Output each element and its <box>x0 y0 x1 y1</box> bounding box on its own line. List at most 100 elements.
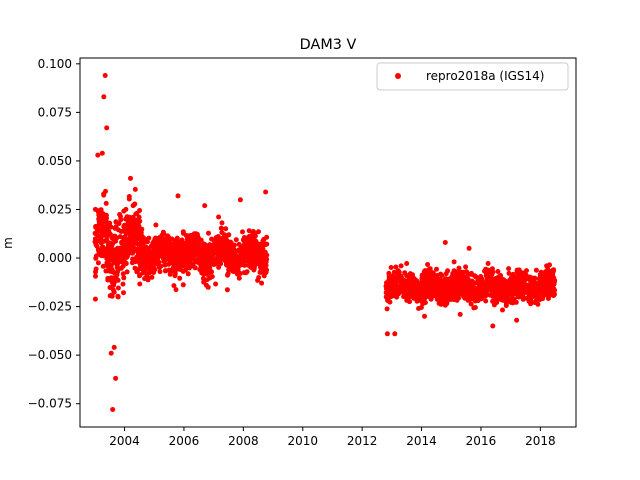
data-point <box>442 240 448 245</box>
data-point <box>133 236 139 242</box>
chart-title: DAM3 V <box>300 37 357 53</box>
data-point <box>490 323 496 329</box>
data-point <box>426 272 432 278</box>
data-point <box>180 230 186 236</box>
data-point <box>414 298 420 304</box>
data-point <box>171 268 177 274</box>
data-point <box>136 214 142 220</box>
data-point <box>242 262 248 268</box>
data-point <box>484 274 490 280</box>
data-point <box>179 237 185 243</box>
data-point <box>543 288 549 293</box>
data-point <box>200 244 206 250</box>
data-point <box>464 284 469 290</box>
data-point <box>466 245 472 251</box>
data-point <box>195 241 201 247</box>
data-point <box>200 276 206 281</box>
x-tick-label: 2012 <box>347 434 378 448</box>
data-point <box>162 262 168 268</box>
data-point <box>392 331 398 337</box>
data-point <box>444 277 450 283</box>
data-point <box>457 311 463 317</box>
data-point <box>156 246 162 252</box>
data-point <box>472 305 478 310</box>
data-point <box>190 261 196 267</box>
data-point <box>434 266 439 272</box>
data-point <box>497 292 503 297</box>
data-point <box>509 295 515 301</box>
data-point <box>106 249 111 255</box>
data-point <box>106 276 112 282</box>
data-point <box>236 275 242 281</box>
data-point <box>534 285 540 291</box>
data-point <box>472 273 478 279</box>
data-point <box>122 239 128 245</box>
data-point <box>432 282 438 288</box>
data-point <box>158 263 164 269</box>
axes <box>79 57 577 428</box>
y-tick-label: 0.000 <box>38 251 72 265</box>
data-point <box>425 294 431 299</box>
data-point <box>139 226 145 232</box>
legend-marker <box>395 73 401 79</box>
data-point <box>186 244 192 250</box>
y-tick-label: 0.100 <box>38 57 72 71</box>
y-axis-ticks: 0.100 0.075 0.050 0.025 0.000 −0.025 −0.050 −0.… <box>28 57 80 411</box>
data-point <box>127 232 133 238</box>
data-point <box>403 287 409 292</box>
data-point <box>100 249 105 255</box>
data-point <box>128 175 133 181</box>
y-tick-label: 0.075 <box>38 105 72 119</box>
data-point <box>134 222 140 228</box>
data-point <box>101 94 107 100</box>
data-point <box>111 282 117 288</box>
data-point <box>459 272 464 278</box>
data-point <box>95 208 101 214</box>
data-point <box>190 237 196 243</box>
data-point <box>247 252 253 258</box>
data-point <box>213 235 219 241</box>
data-point <box>256 241 261 247</box>
data-point <box>394 286 399 292</box>
data-point <box>543 276 549 282</box>
data-point <box>224 238 230 244</box>
data-point <box>160 252 166 258</box>
data-point <box>111 344 117 350</box>
data-point <box>92 296 98 302</box>
data-point <box>149 274 155 280</box>
data-point <box>508 291 514 296</box>
data-point <box>99 210 105 216</box>
data-point <box>399 289 405 295</box>
data-point <box>235 261 241 267</box>
data-point <box>151 238 157 244</box>
data-point <box>112 255 118 261</box>
data-point <box>146 235 152 241</box>
data-point <box>503 291 509 297</box>
data-point <box>223 226 229 232</box>
data-point <box>137 208 143 213</box>
legend-entry-label: repro2018a (IGS14) <box>426 69 544 83</box>
data-point <box>495 286 501 292</box>
data-point <box>255 251 261 257</box>
data-point <box>233 237 239 243</box>
data-point <box>388 265 394 270</box>
data-point <box>264 234 270 240</box>
data-point <box>443 271 449 277</box>
data-point <box>247 244 253 250</box>
data-point <box>460 290 466 296</box>
data-point <box>134 269 140 275</box>
data-point <box>391 269 397 275</box>
y-axis-label: m <box>1 237 15 249</box>
data-point <box>219 230 225 235</box>
data-point <box>468 271 474 277</box>
data-point <box>261 271 267 277</box>
data-point <box>236 241 242 247</box>
data-point <box>99 227 105 232</box>
data-point <box>525 289 530 295</box>
data-point <box>144 261 149 267</box>
data-point <box>159 237 165 242</box>
data-point <box>177 275 183 281</box>
data-point <box>124 254 130 260</box>
data-point <box>192 265 198 271</box>
data-point <box>171 283 177 289</box>
